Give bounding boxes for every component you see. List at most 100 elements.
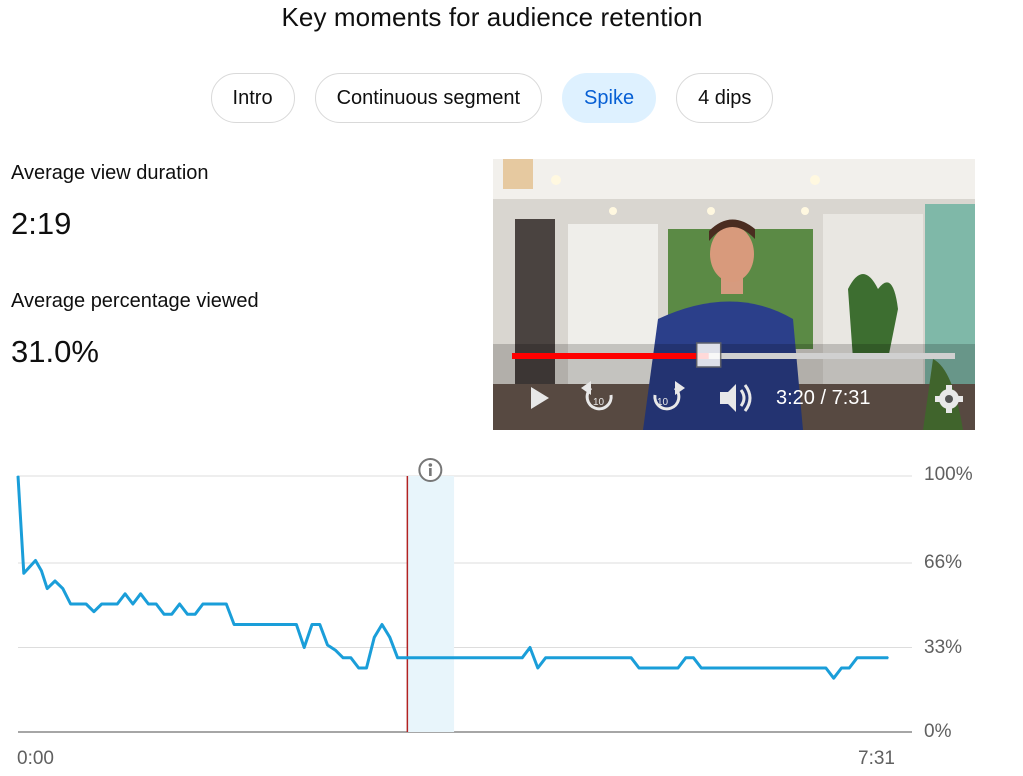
- retention-point: [451, 657, 453, 659]
- info-icon[interactable]: [418, 458, 443, 482]
- y-tick-0: 0%: [924, 721, 952, 742]
- retention-point: [840, 667, 843, 669]
- retention-point: [373, 636, 375, 638]
- retention-point: [140, 593, 142, 595]
- retention-point: [801, 667, 804, 669]
- retention-point: [560, 657, 562, 659]
- retention-point: [147, 603, 150, 605]
- svg-text:10: 10: [593, 397, 605, 408]
- forward-10-icon[interactable]: 10: [653, 381, 685, 411]
- retention-point: [724, 667, 726, 669]
- retention-point: [17, 475, 19, 477]
- retention-point: [521, 657, 523, 659]
- retention-point: [397, 657, 399, 659]
- retention-point: [825, 667, 827, 669]
- retention-point: [864, 657, 866, 659]
- y-tick-33: 33%: [924, 637, 963, 658]
- retention-point: [506, 657, 508, 659]
- retention-point: [731, 667, 734, 669]
- retention-point: [342, 657, 344, 659]
- chip-intro[interactable]: Intro: [210, 73, 295, 123]
- retention-point: [77, 603, 79, 605]
- retention-point: [513, 657, 516, 659]
- retention-point: [62, 588, 64, 590]
- retention-point: [809, 667, 811, 669]
- chip-continuous-segment[interactable]: Continuous segment: [314, 73, 543, 123]
- page-title: Key moments for audience retention: [281, 2, 703, 32]
- retention-point: [202, 603, 204, 605]
- retention-point: [326, 644, 329, 646]
- retention-point: [249, 623, 251, 626]
- retention-point: [544, 657, 547, 659]
- volume-icon[interactable]: [720, 384, 752, 412]
- retention-point: [552, 657, 554, 659]
- retention-point: [241, 623, 243, 626]
- retention-point: [108, 603, 111, 605]
- player-controls: 10 10: [512, 342, 963, 413]
- retention-point: [872, 657, 874, 659]
- retention-point: [708, 667, 710, 669]
- retention-point: [700, 667, 702, 669]
- retention-point: [303, 646, 305, 649]
- retention-point: [661, 667, 663, 669]
- retention-point: [23, 572, 25, 574]
- retention-point: [794, 667, 796, 669]
- retention-series-line: [16, 475, 889, 680]
- retention-point: [46, 588, 48, 590]
- retention-point: [389, 636, 391, 638]
- retention-point: [669, 667, 671, 669]
- x-tick-start: 0:00: [17, 748, 54, 769]
- retention-point: [763, 667, 765, 669]
- retention-point: [163, 613, 165, 615]
- retention-point: [615, 657, 617, 659]
- retention-point: [280, 623, 282, 626]
- svg-text:10: 10: [657, 397, 669, 408]
- retention-point: [319, 623, 321, 626]
- play-icon[interactable]: [531, 387, 549, 409]
- retention-point: [358, 667, 360, 669]
- settings-icon[interactable]: [935, 385, 963, 413]
- retention-point: [350, 657, 352, 659]
- retention-point: [692, 657, 695, 659]
- retention-point: [848, 667, 850, 669]
- spike-highlight[interactable]: [407, 476, 455, 732]
- rewind-10-icon[interactable]: 10: [581, 381, 613, 411]
- retention-point: [93, 611, 95, 613]
- retention-point: [817, 667, 819, 669]
- scrubber-handle[interactable]: [695, 342, 722, 368]
- retention-point: [334, 649, 336, 651]
- retention-point: [599, 657, 601, 659]
- retention-point: [474, 657, 477, 659]
- avg-percentage-label: Average percentage viewed: [11, 290, 259, 312]
- chip-dips[interactable]: 4 dips: [676, 73, 774, 123]
- retention-point: [770, 667, 773, 669]
- retention-point: [381, 623, 383, 626]
- time-display: 3:20 / 7:31: [776, 387, 871, 409]
- retention-point: [194, 613, 196, 615]
- retention-point: [225, 603, 227, 605]
- retention-point: [833, 677, 835, 679]
- chip-spike[interactable]: Spike: [562, 73, 657, 123]
- retention-point: [638, 667, 640, 669]
- retention-point: [490, 657, 492, 659]
- retention-point: [132, 603, 134, 605]
- retention-point: [887, 657, 889, 659]
- retention-point: [786, 667, 788, 669]
- retention-point: [747, 667, 749, 669]
- retention-point: [428, 657, 430, 659]
- retention-point: [583, 657, 586, 659]
- retention-point: [739, 667, 741, 669]
- retention-point: [404, 657, 407, 659]
- retention-point: [155, 603, 157, 605]
- retention-point: [568, 657, 570, 659]
- video-player[interactable]: 10 10: [493, 159, 975, 430]
- retention-point: [685, 657, 687, 659]
- key-moments-chips: Intro Continuous segment Spike 4 dips: [0, 73, 984, 123]
- retention-point: [576, 657, 578, 659]
- retention-point: [498, 657, 500, 659]
- avg-percentage-value: 31.0%: [11, 334, 99, 369]
- retention-point: [467, 657, 469, 659]
- retention-point: [653, 667, 656, 669]
- chart-gridlines: [18, 475, 912, 733]
- retention-point: [210, 603, 212, 605]
